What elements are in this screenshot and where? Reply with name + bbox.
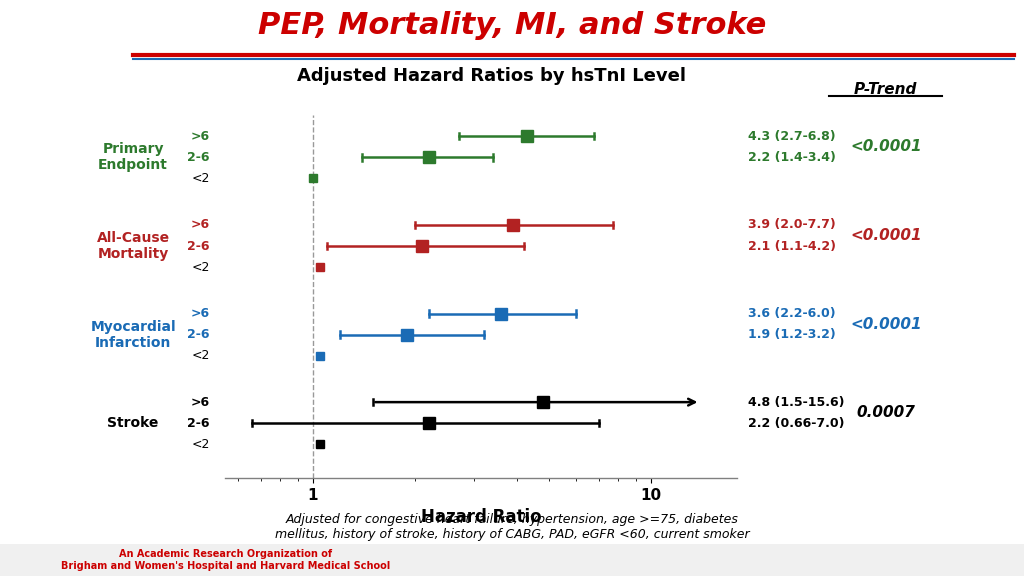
Text: PEP, Mortality, MI, and Stroke: PEP, Mortality, MI, and Stroke: [258, 12, 766, 40]
Bar: [0, 544, 1024, 576]
Text: <2: <2: [191, 172, 210, 185]
Text: 2-6: 2-6: [187, 240, 210, 252]
Text: P-Trend: P-Trend: [854, 82, 918, 97]
Text: >6: >6: [190, 307, 210, 320]
Text: 2-6: 2-6: [187, 151, 210, 164]
Text: <0.0001: <0.0001: [850, 228, 922, 243]
Text: Myocardial
Infarction: Myocardial Infarction: [90, 320, 176, 350]
Text: Adjusted for congestive heart failure, hypertension, age >=75, diabetes
mellitus: Adjusted for congestive heart failure, h…: [274, 513, 750, 541]
Text: 2-6: 2-6: [187, 328, 210, 341]
Text: All-Cause
Mortality: All-Cause Mortality: [96, 231, 170, 261]
Text: Stroke: Stroke: [108, 416, 159, 430]
Text: 2-6: 2-6: [187, 416, 210, 430]
Text: 4.8 (1.5-15.6): 4.8 (1.5-15.6): [748, 396, 844, 408]
Text: 1.9 (1.2-3.2): 1.9 (1.2-3.2): [748, 328, 836, 341]
Text: <0.0001: <0.0001: [850, 139, 922, 154]
Text: 3.9 (2.0-7.7): 3.9 (2.0-7.7): [748, 218, 836, 232]
Text: Primary
Endpoint: Primary Endpoint: [98, 142, 168, 172]
Text: An Academic Research Organization of
Brigham and Women's Hospital and Harvard Me: An Academic Research Organization of Bri…: [60, 549, 390, 571]
Text: <2: <2: [191, 260, 210, 274]
Text: Adjusted Hazard Ratios by hsTnI Level: Adjusted Hazard Ratios by hsTnI Level: [297, 67, 686, 85]
Text: <0.0001: <0.0001: [850, 317, 922, 332]
Text: >6: >6: [190, 396, 210, 408]
Text: 4.3 (2.7-6.8): 4.3 (2.7-6.8): [748, 130, 836, 143]
Text: <2: <2: [191, 438, 210, 451]
Text: 2.1 (1.1-4.2): 2.1 (1.1-4.2): [748, 240, 836, 252]
Text: <2: <2: [191, 349, 210, 362]
Text: 2.2 (1.4-3.4): 2.2 (1.4-3.4): [748, 151, 836, 164]
Text: >6: >6: [190, 218, 210, 232]
Text: 2.2 (0.66-7.0): 2.2 (0.66-7.0): [748, 416, 844, 430]
Text: >6: >6: [190, 130, 210, 143]
Text: 0.0007: 0.0007: [856, 405, 915, 420]
X-axis label: Hazard Ratio: Hazard Ratio: [421, 509, 542, 526]
Text: 3.6 (2.2-6.0): 3.6 (2.2-6.0): [748, 307, 836, 320]
